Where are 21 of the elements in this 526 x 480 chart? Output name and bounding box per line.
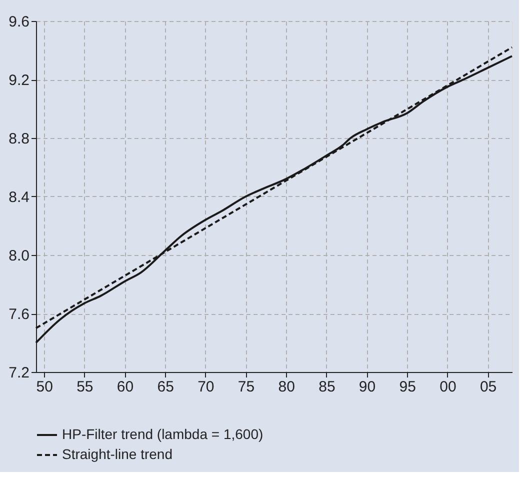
y-tick-label: 8.0: [8, 248, 30, 264]
x-tick-label: 95: [399, 378, 416, 396]
y-tick-label: 8.8: [8, 130, 30, 148]
y-tick-label: 7.6: [8, 306, 30, 323]
y-tick-label: 8.4: [8, 189, 30, 206]
x-tick-label: 00: [440, 378, 456, 396]
y-tick-label: 9.6: [8, 14, 30, 30]
x-tick-label: 70: [198, 378, 214, 396]
x-tick-label: 90: [358, 378, 376, 396]
x-tick-label: 85: [318, 378, 336, 396]
x-tick-label: 50: [36, 378, 53, 396]
x-tick-label: 80: [278, 378, 295, 396]
y-tick-label: 9.2: [8, 72, 30, 89]
x-tick-label: 65: [157, 378, 174, 396]
legend-label: Straight-line trend: [62, 446, 173, 462]
x-tick-label: 05: [480, 378, 497, 396]
x-tick-label: 55: [76, 378, 94, 396]
y-tick-label: 7.2: [8, 364, 30, 382]
legend-label: HP-Filter trend (lambda = 1,600): [62, 426, 264, 442]
x-tick-label: 60: [116, 378, 134, 396]
x-tick-label: 75: [238, 378, 255, 396]
